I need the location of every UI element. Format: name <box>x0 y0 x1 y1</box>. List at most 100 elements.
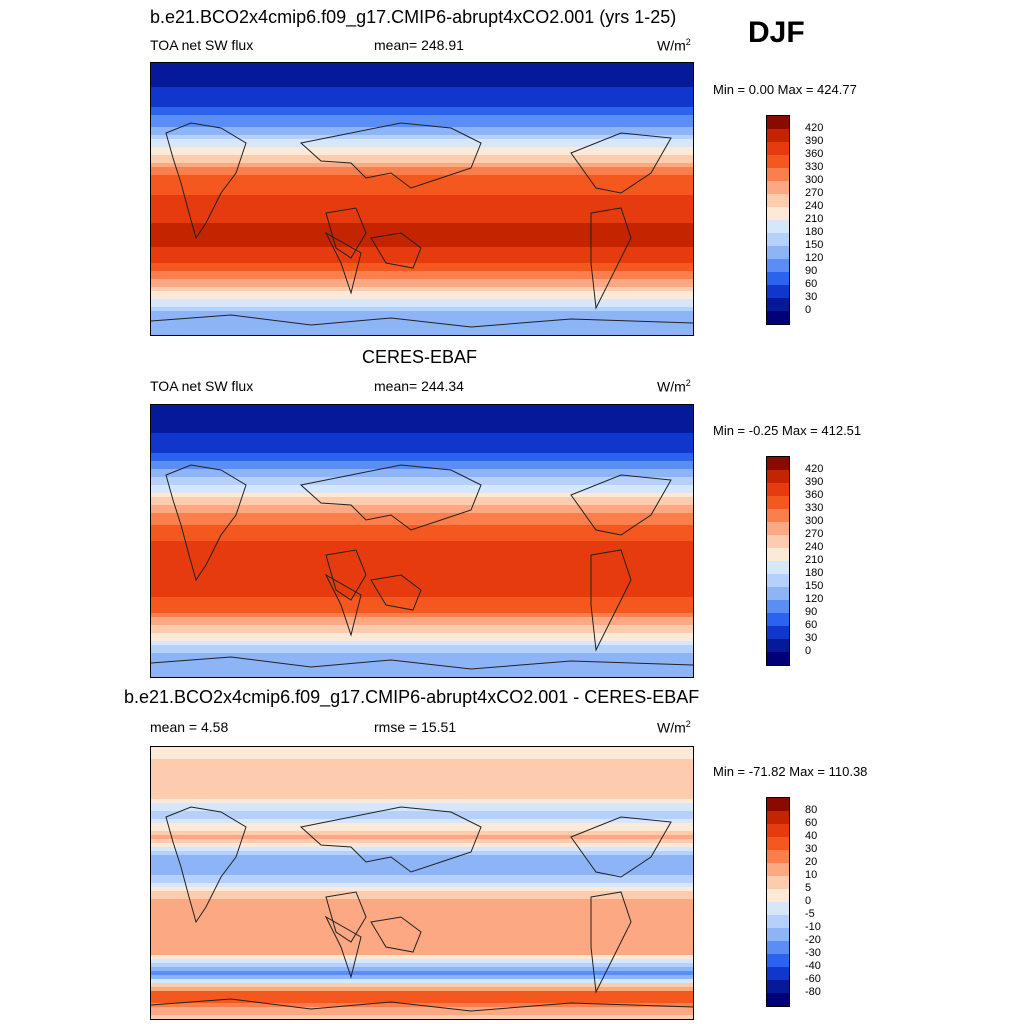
zonal-band <box>151 87 693 92</box>
zonal-band <box>151 517 693 522</box>
colorbar-tick-label: -10 <box>805 921 821 933</box>
zonal-band <box>151 783 693 788</box>
zonal-band <box>151 775 693 780</box>
zonal-band <box>151 983 693 988</box>
panel2-mean-label: mean= 244.34 <box>374 378 464 394</box>
colorbar-tick-label: 300 <box>805 515 824 527</box>
colorbar-swatch <box>767 954 789 967</box>
coastline-outline <box>325 207 367 259</box>
zonal-band <box>151 795 693 800</box>
colorbar-swatch <box>767 483 789 496</box>
zonal-band <box>151 887 693 892</box>
colorbar-tick-label: -80 <box>805 986 821 998</box>
zonal-band <box>151 271 693 276</box>
colorbar-tick-label: -40 <box>805 960 821 972</box>
zonal-band <box>151 199 693 204</box>
zonal-band <box>151 103 693 108</box>
zonal-band <box>151 855 693 860</box>
zonal-band <box>151 441 693 446</box>
zonal-band <box>151 215 693 220</box>
zonal-band <box>151 915 693 920</box>
zonal-band <box>151 673 693 677</box>
colorbar-swatch <box>767 837 789 850</box>
colorbar-swatch <box>767 496 789 509</box>
zonal-band <box>151 751 693 756</box>
zonal-band <box>151 315 693 320</box>
zonal-band <box>151 545 693 550</box>
zonal-band <box>151 187 693 192</box>
zonal-band <box>151 63 693 68</box>
zonal-band <box>151 939 693 944</box>
zonal-band <box>151 421 693 426</box>
zonal-band <box>151 847 693 852</box>
colorbar-tick-label: 210 <box>805 554 824 566</box>
zonal-band <box>151 91 693 96</box>
colorbar-swatch <box>767 522 789 535</box>
panel2-map <box>150 404 694 678</box>
colorbar-swatch <box>767 613 789 626</box>
zonal-band <box>151 171 693 176</box>
zonal-band <box>151 823 693 828</box>
zonal-band <box>151 179 693 184</box>
zonal-band <box>151 819 693 824</box>
panel1-minmax: Min = 0.00 Max = 424.77 <box>713 82 857 97</box>
zonal-band <box>151 489 693 494</box>
zonal-band <box>151 975 693 980</box>
zonal-band <box>151 75 693 80</box>
colorbar-swatch <box>767 915 789 928</box>
panel3-minmax: Min = -71.82 Max = 110.38 <box>713 764 868 779</box>
panel3-title: b.e21.BCO2x4cmip6.f09_g17.CMIP6-abrupt4x… <box>124 687 700 707</box>
zonal-band <box>151 597 693 602</box>
zonal-band <box>151 963 693 968</box>
colorbar-swatch <box>767 850 789 863</box>
zonal-band <box>151 899 693 904</box>
zonal-band <box>151 911 693 916</box>
coastline-outline <box>570 816 672 878</box>
zonal-band <box>151 621 693 626</box>
zonal-band <box>151 779 693 784</box>
zonal-band <box>151 891 693 896</box>
coastline-outline <box>325 891 367 943</box>
coastline-outline <box>165 122 247 240</box>
colorbar-tick-label: 10 <box>805 869 818 881</box>
zonal-band <box>151 235 693 240</box>
colorbar-tick-label: 360 <box>805 148 824 160</box>
zonal-band <box>151 509 693 514</box>
zonal-band <box>151 307 693 312</box>
season-label: DJF <box>748 16 805 49</box>
colorbar-swatch <box>767 561 789 574</box>
panel2-units: W/m2 <box>657 378 691 395</box>
zonal-band <box>151 629 693 634</box>
colorbar-swatch <box>767 863 789 876</box>
zonal-band <box>151 283 693 288</box>
zonal-band <box>151 771 693 776</box>
zonal-band <box>151 585 693 590</box>
colorbar-tick-label: 150 <box>805 239 824 251</box>
zonal-band <box>151 263 693 268</box>
zonal-band <box>151 995 693 1000</box>
zonal-band <box>151 223 693 228</box>
zonal-band <box>151 569 693 574</box>
zonal-band <box>151 851 693 856</box>
zonal-band <box>151 299 693 304</box>
zonal-band <box>151 135 693 140</box>
zonal-band <box>151 811 693 816</box>
zonal-band <box>151 163 693 168</box>
panel2-minmax: Min = -0.25 Max = 412.51 <box>713 423 862 438</box>
colorbar-tick-label: 60 <box>805 278 818 290</box>
colorbar-tick-label: -5 <box>805 908 815 920</box>
zonal-band <box>151 637 693 642</box>
colorbar-swatch <box>767 928 789 941</box>
coastline-outline <box>151 656 693 670</box>
colorbar-swatch <box>767 600 789 613</box>
panel3-colorbar <box>766 797 790 1007</box>
zonal-band <box>151 323 693 328</box>
colorbar-swatch <box>767 272 789 285</box>
colorbar-swatch <box>767 142 789 155</box>
zonal-band <box>151 243 693 248</box>
zonal-band <box>151 219 693 224</box>
colorbar-swatch <box>767 980 789 993</box>
colorbar-tick-label: 300 <box>805 174 824 186</box>
zonal-band <box>151 331 693 335</box>
zonal-band <box>151 835 693 840</box>
